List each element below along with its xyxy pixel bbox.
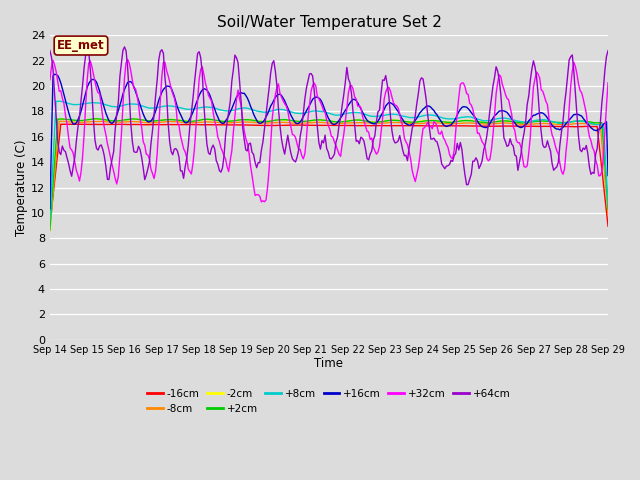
Line: -8cm: -8cm	[50, 121, 608, 230]
-16cm	[57, 121, 65, 127]
Legend: -16cm, -8cm, -2cm, +2cm, +8cm, +16cm, +32cm, +64cm: -16cm, -8cm, -2cm, +2cm, +8cm, +16cm, +3…	[143, 384, 515, 418]
+8cm	[575, 118, 582, 124]
-8cm	[292, 120, 300, 126]
+32cm	[242, 135, 250, 141]
-8cm	[575, 120, 582, 126]
+16cm	[51, 72, 58, 77]
+2cm	[604, 206, 612, 212]
+16cm	[575, 112, 582, 118]
-16cm	[575, 124, 582, 130]
+8cm	[46, 218, 54, 224]
Line: +32cm: +32cm	[50, 60, 608, 202]
-8cm	[56, 119, 63, 124]
X-axis label: Time: Time	[314, 358, 344, 371]
+64cm	[604, 48, 612, 53]
+64cm	[121, 44, 129, 50]
-8cm	[214, 120, 221, 125]
+2cm	[232, 118, 240, 123]
Y-axis label: Temperature (C): Temperature (C)	[15, 139, 28, 236]
+64cm	[214, 161, 221, 167]
+32cm	[115, 174, 122, 180]
+16cm	[292, 120, 300, 126]
+32cm	[124, 57, 131, 62]
+16cm	[242, 93, 250, 98]
-2cm	[575, 119, 582, 124]
-16cm	[604, 223, 612, 229]
+8cm	[56, 98, 63, 104]
+8cm	[116, 103, 124, 109]
-16cm	[116, 121, 124, 127]
Line: +8cm: +8cm	[50, 101, 608, 221]
+64cm	[46, 48, 54, 53]
-16cm	[214, 122, 221, 128]
+64cm	[115, 99, 122, 105]
+32cm	[576, 88, 584, 94]
-8cm	[242, 119, 250, 125]
+2cm	[214, 118, 221, 123]
+64cm	[463, 182, 470, 188]
+8cm	[232, 107, 240, 112]
+2cm	[46, 227, 54, 232]
+32cm	[293, 141, 301, 147]
+2cm	[116, 118, 124, 123]
Line: -2cm: -2cm	[50, 119, 608, 229]
Line: -16cm: -16cm	[50, 124, 608, 226]
+32cm	[232, 97, 240, 103]
Title: Soil/Water Temperature Set 2: Soil/Water Temperature Set 2	[216, 15, 442, 30]
+2cm	[242, 117, 250, 122]
+16cm	[214, 114, 221, 120]
-2cm	[232, 118, 240, 123]
-8cm	[116, 120, 124, 125]
-16cm	[232, 122, 240, 128]
-2cm	[604, 207, 612, 213]
+32cm	[214, 134, 221, 140]
-2cm	[94, 116, 102, 122]
-8cm	[604, 211, 612, 217]
+32cm	[257, 199, 265, 205]
+2cm	[292, 118, 300, 124]
+64cm	[576, 147, 584, 153]
+16cm	[116, 102, 124, 108]
-2cm	[46, 227, 54, 232]
Line: +64cm: +64cm	[50, 47, 608, 185]
+32cm	[46, 77, 54, 83]
-2cm	[116, 118, 124, 123]
Line: +16cm: +16cm	[50, 74, 608, 209]
+16cm	[46, 206, 54, 212]
-2cm	[242, 117, 250, 122]
-16cm	[242, 122, 250, 128]
+8cm	[242, 105, 250, 111]
+16cm	[232, 94, 240, 100]
+32cm	[604, 80, 612, 85]
-16cm	[292, 122, 300, 128]
+16cm	[604, 173, 612, 179]
-2cm	[214, 118, 221, 124]
+64cm	[292, 159, 300, 165]
+2cm	[91, 116, 99, 121]
-8cm	[232, 120, 240, 125]
+2cm	[575, 118, 582, 124]
-2cm	[292, 119, 300, 124]
+64cm	[232, 55, 240, 60]
-16cm	[46, 222, 54, 228]
+64cm	[242, 147, 250, 153]
+8cm	[214, 106, 221, 112]
+8cm	[604, 202, 612, 208]
Line: +2cm: +2cm	[50, 119, 608, 229]
+8cm	[292, 110, 300, 116]
Text: EE_met: EE_met	[57, 39, 105, 52]
-8cm	[46, 228, 54, 233]
